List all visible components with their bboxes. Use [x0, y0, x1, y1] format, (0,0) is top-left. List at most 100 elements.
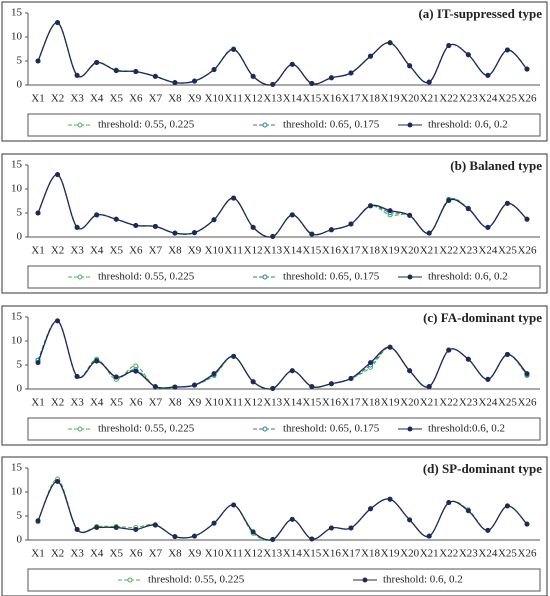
x-tick-label: X16: [322, 245, 341, 257]
data-point: [133, 526, 139, 532]
series-line: [37, 22, 528, 86]
legend-label: threshold:0.6, 0.2: [428, 423, 505, 435]
data-point: [74, 526, 80, 532]
x-tick-label: X17: [341, 93, 360, 105]
x-tick-label: X5: [110, 245, 124, 257]
x-tick-label: X5: [110, 548, 124, 560]
data-point: [113, 216, 119, 222]
x-tick-label: X24: [478, 548, 497, 560]
data-point: [113, 374, 119, 380]
data-point: [270, 537, 276, 543]
x-tick-label: X20: [400, 548, 419, 560]
y-tick-label: 15: [11, 462, 23, 474]
x-tick-label: X10: [205, 397, 224, 409]
data-point: [113, 525, 119, 531]
data-point: [504, 503, 510, 509]
series-line: [37, 22, 528, 86]
x-tick-label: X26: [518, 245, 537, 257]
legend-frame: [27, 568, 541, 592]
y-tick-label: 10: [11, 335, 23, 347]
data-point: [211, 520, 217, 526]
x-tick-label: X1: [31, 548, 44, 560]
x-tick-label: X2: [51, 93, 64, 105]
x-tick-label: X7: [149, 548, 163, 560]
x-tick-label: X21: [420, 548, 439, 560]
x-tick-label: X2: [51, 397, 64, 409]
x-tick-label: X15: [302, 548, 321, 560]
x-tick-label: X19: [381, 397, 400, 409]
x-tick-label: X8: [168, 548, 182, 560]
data-point: [211, 67, 217, 73]
series-line: [37, 480, 528, 541]
data-point: [387, 208, 393, 214]
x-tick-label: X20: [400, 397, 419, 409]
chart-panel: (a) IT-suppressed type 0 5 10 15 X1 X2 X3 X4 X5 X6…: [1, 1, 548, 142]
x-tick-label: X6: [129, 397, 143, 409]
data-point: [524, 216, 530, 222]
data-point: [426, 533, 432, 539]
data-point: [368, 203, 374, 209]
x-tick-label: X15: [302, 245, 321, 257]
data-point: [74, 72, 80, 78]
y-tick-label: 5: [17, 207, 23, 219]
data-point: [152, 384, 158, 390]
series-line: [37, 320, 528, 390]
x-tick-label: X4: [90, 548, 104, 560]
data-point: [504, 47, 510, 53]
x-tick-label: X16: [322, 93, 341, 105]
x-tick-label: X6: [129, 245, 143, 257]
data-point: [231, 195, 237, 201]
data-point: [446, 500, 452, 506]
x-tick-label: X13: [263, 245, 282, 257]
x-tick-label: X5: [110, 397, 124, 409]
data-point: [465, 356, 471, 362]
x-tick-label: X9: [188, 245, 202, 257]
legend-label: threshold: 0.55, 0.225: [98, 423, 195, 435]
data-point: [289, 61, 295, 67]
legend-marker: [362, 577, 368, 583]
data-point: [446, 198, 452, 204]
data-point: [504, 351, 510, 357]
legend-label: threshold: 0.55, 0.225: [98, 271, 195, 283]
data-point: [231, 502, 237, 508]
data-point: [328, 227, 334, 233]
data-point: [74, 374, 80, 380]
data-point: [387, 496, 393, 502]
legend-marker: [407, 426, 413, 432]
data-point: [387, 40, 393, 46]
series-line: [37, 174, 528, 238]
data-point: [328, 525, 334, 531]
data-point: [407, 517, 413, 523]
x-tick-label: X20: [400, 93, 419, 105]
data-point: [55, 318, 61, 324]
legend-label: threshold: 0.55, 0.225: [148, 574, 245, 586]
x-tick-label: X19: [381, 245, 400, 257]
x-tick-label: X26: [518, 397, 537, 409]
chart-panel: (d) SP-dominant type 0 5 10 15 X1 X2 X3 X4 X5 X6 X7…: [1, 456, 548, 596]
legend-marker: [77, 426, 83, 432]
x-tick-label: X6: [129, 548, 143, 560]
data-point: [368, 53, 374, 59]
data-point: [35, 360, 41, 366]
x-tick-label: X17: [341, 397, 360, 409]
y-tick-label: 5: [17, 510, 23, 522]
x-tick-label: X22: [439, 397, 458, 409]
data-point: [152, 223, 158, 229]
x-tick-label: X3: [70, 397, 84, 409]
data-point: [368, 360, 374, 366]
data-point: [35, 58, 41, 64]
data-point: [465, 508, 471, 514]
legend-marker: [127, 577, 133, 583]
legend-marker: [262, 274, 268, 280]
series-line: [37, 21, 528, 86]
x-tick-label: X11: [224, 397, 243, 409]
data-point: [94, 212, 100, 218]
x-tick-label: X21: [420, 245, 439, 257]
data-point: [55, 478, 61, 484]
data-point: [504, 200, 510, 206]
x-tick-label: X18: [361, 548, 380, 560]
x-tick-label: X7: [149, 93, 163, 105]
x-tick-label: X11: [224, 548, 243, 560]
legend-marker: [262, 122, 268, 128]
data-point: [465, 206, 471, 212]
